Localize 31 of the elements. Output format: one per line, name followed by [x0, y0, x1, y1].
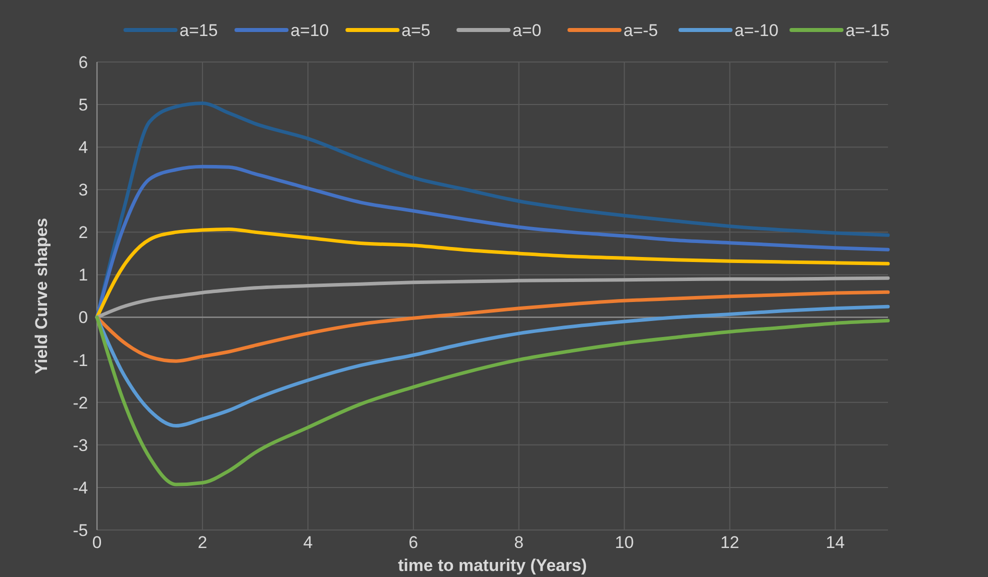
y-tick-label: 2 — [78, 223, 88, 242]
y-tick-label: 4 — [78, 138, 88, 158]
line-series — [95, 316, 890, 486]
y-tick-label: 3 — [78, 180, 88, 200]
legend-label: a=0 — [512, 20, 542, 40]
legend-label: a=-5 — [624, 20, 658, 40]
y-tick-label: 0 — [78, 308, 88, 328]
x-tick-label: 4 — [303, 533, 313, 552]
line-series — [95, 276, 890, 320]
y-tick-label: 6 — [78, 52, 88, 72]
y-tick-label: -4 — [72, 478, 88, 498]
legend-label: a=-15 — [846, 20, 890, 40]
legend-label: a=10 — [290, 20, 329, 40]
y-tick-label: -1 — [72, 350, 88, 370]
y-tick-label: -3 — [72, 436, 88, 455]
y-tick-label: 5 — [78, 95, 88, 114]
x-tick-label: 2 — [198, 533, 208, 552]
x-tick-label: 0 — [92, 533, 102, 552]
legend-label: a=5 — [402, 20, 430, 40]
x-tick-label: 12 — [720, 533, 740, 552]
y-axis-title: Yield Curve shapes — [32, 218, 51, 374]
y-tick-label: 1 — [78, 266, 88, 285]
y-tick-label: -2 — [72, 393, 88, 412]
legend-label: a=15 — [180, 20, 218, 40]
x-tick-label: 6 — [408, 533, 418, 552]
x-axis-title: time to maturity (Years) — [398, 556, 587, 575]
y-tick-label: -5 — [72, 520, 88, 540]
x-tick-label: 8 — [514, 533, 524, 552]
x-tick-label: 10 — [614, 533, 634, 552]
legend-label: a=-10 — [734, 20, 778, 40]
x-tick-label: 14 — [826, 533, 845, 552]
